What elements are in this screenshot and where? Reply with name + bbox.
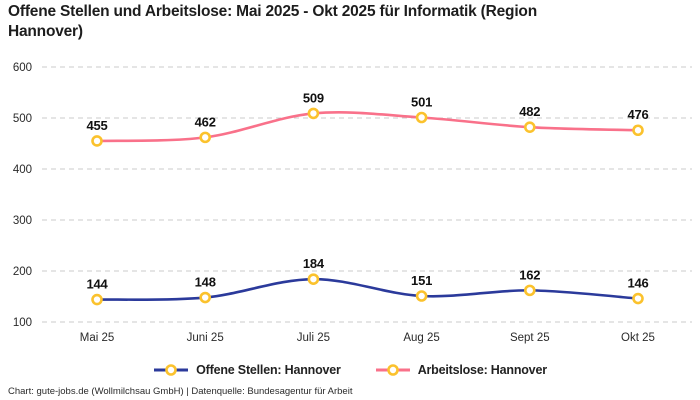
legend-swatch-line-marker-icon [154,364,189,376]
data-point-label: 509 [303,90,324,105]
data-point-marker [307,273,320,285]
data-point-marker [523,284,536,297]
chart-title: Offene Stellen und Arbeitslose: Mai 2025… [8,3,537,41]
data-point-label: 144 [86,277,108,292]
attribution-footer: Chart: gute-jobs.de (Wollmilchsau GmbH) … [8,386,353,397]
data-point-marker [199,291,211,304]
series-line [95,111,640,143]
y-tick-label: 500 [13,113,32,125]
data-point-marker [91,135,103,147]
data-point-label: 476 [627,107,648,122]
data-point-label: 501 [411,94,432,109]
y-tick-label: 400 [13,164,32,176]
data-point-marker [632,292,644,305]
x-tick-label: Mai 25 [80,332,115,344]
x-tick-label: Juli 25 [297,332,330,344]
data-point-label: 148 [195,275,216,290]
data-point-marker [415,111,428,124]
x-tick-label: Aug 25 [403,332,439,344]
legend-label: Arbeitslose: Hannover [417,363,547,377]
data-point-marker [632,124,644,137]
legend-item-arbeitslose[interactable]: Arbeitslose: Hannover [375,363,547,377]
series-line [95,277,640,301]
x-tick-label: Juni 25 [187,332,224,344]
legend: Offene Stellen: Hannover Arbeitslose: Ha… [0,360,700,380]
x-tick-label: Sept 25 [510,332,550,344]
data-point-label: 146 [627,276,648,291]
data-point-label: 462 [195,114,216,129]
data-point-marker [199,131,211,144]
data-point-label: 482 [519,104,540,119]
y-tick-label: 300 [13,215,32,227]
data-point-marker [523,121,536,133]
y-tick-label: 100 [13,317,32,329]
y-tick-label: 200 [13,266,32,278]
legend-label: Offene Stellen: Hannover [196,363,341,377]
data-point-marker [91,293,103,306]
data-point-marker [307,107,320,120]
x-tick-label: Okt 25 [621,332,655,344]
data-point-label: 162 [519,267,540,282]
data-point-marker [415,290,428,302]
y-tick-label: 600 [13,62,32,74]
legend-item-offene-stellen[interactable]: Offene Stellen: Hannover [153,363,341,377]
legend-swatch-line-marker-icon [375,364,410,376]
data-point-label: 184 [303,256,325,271]
data-point-label: 455 [86,118,107,133]
data-point-label: 151 [411,273,432,288]
